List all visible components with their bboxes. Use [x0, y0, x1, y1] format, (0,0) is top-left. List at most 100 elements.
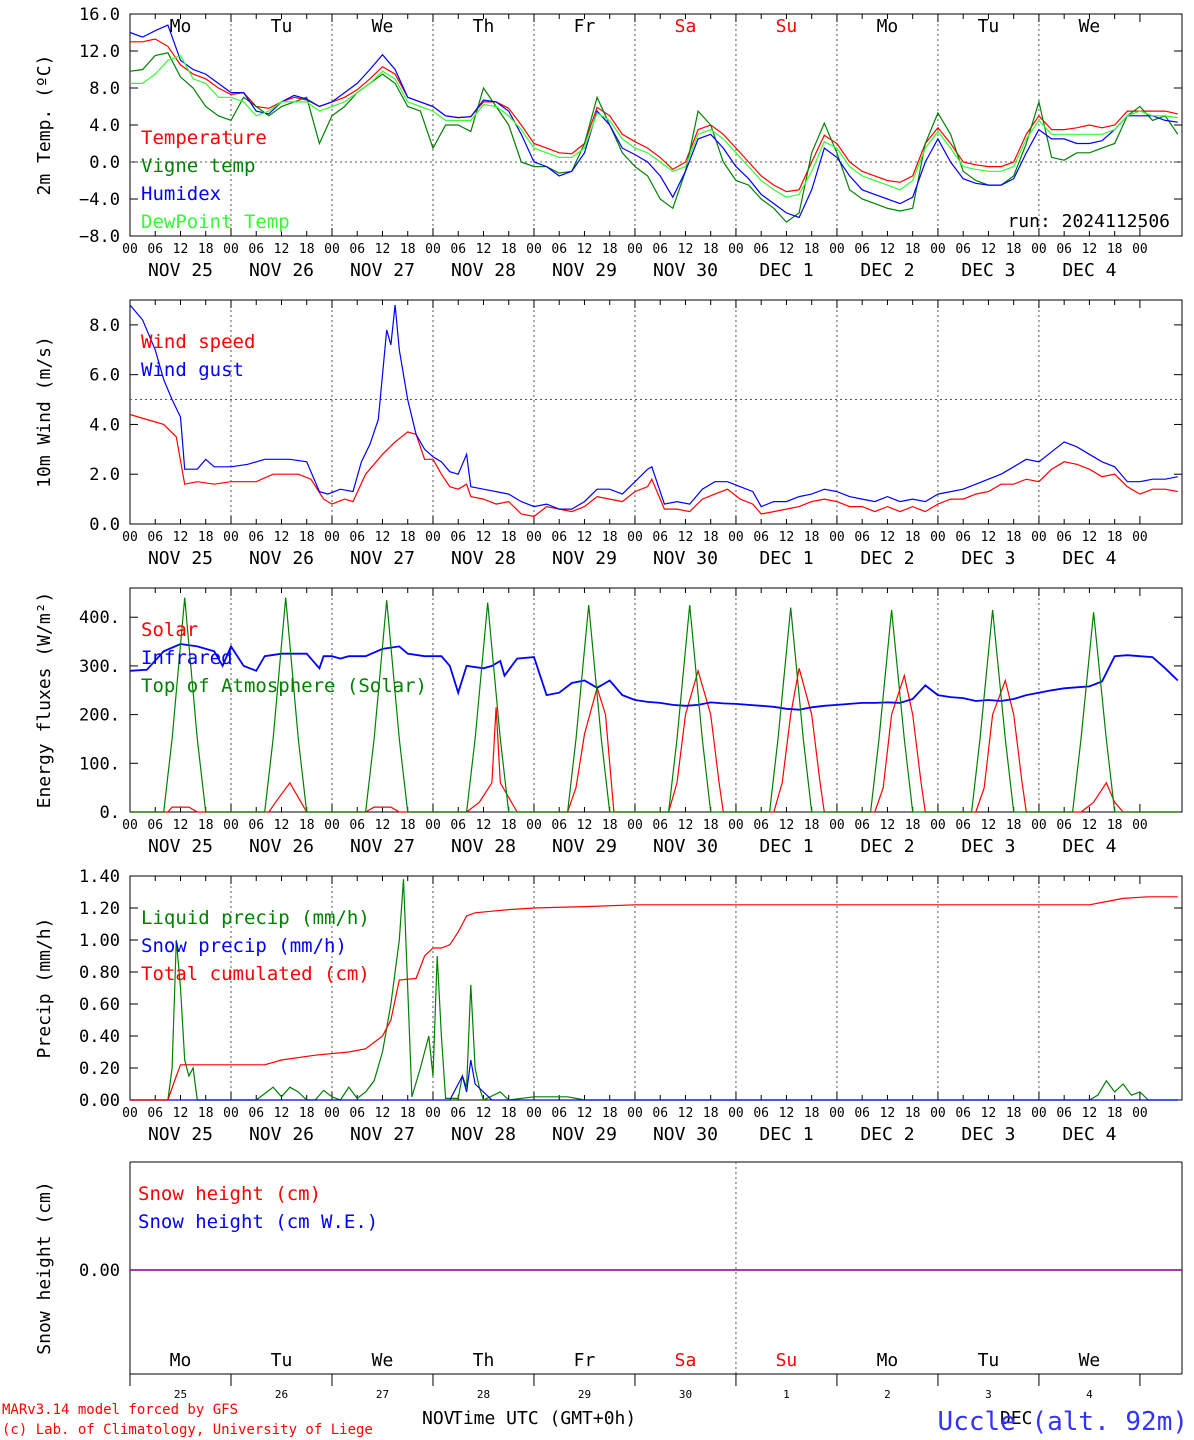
x-hour-label: 12 [476, 818, 492, 833]
x-hour-label: 18 [400, 242, 416, 257]
x-hour-label: 06 [551, 242, 567, 257]
x-hour-label: 18 [602, 818, 618, 833]
bottom-day-number: 28 [477, 1388, 490, 1401]
legend-entry: Total cumulated (cm) [141, 963, 370, 985]
y-tick-label: 0.0 [89, 153, 120, 173]
x-hour-label: 00 [930, 818, 946, 833]
y-tick-label: −8.0 [79, 227, 120, 247]
x-hour-label: 00 [526, 242, 542, 257]
x-hour-label: 00 [122, 818, 138, 833]
x-hour-label: 18 [804, 530, 820, 545]
x-hour-label: 12 [577, 818, 593, 833]
y-axis-label: Snow height (cm) [34, 1181, 55, 1354]
x-hour-label: 12 [981, 1106, 997, 1121]
x-hour-label: 18 [602, 242, 618, 257]
x-hour-label: 00 [425, 818, 441, 833]
x-hour-label: 12 [577, 530, 593, 545]
x-hour-label: 06 [349, 242, 365, 257]
bottom-weekday: Fr [574, 1350, 596, 1371]
x-hour-label: 12 [375, 1106, 391, 1121]
x-hour-label: 12 [274, 818, 290, 833]
x-hour-label: 00 [223, 530, 239, 545]
x-hour-label: 12 [880, 530, 896, 545]
x-hour-label: 06 [450, 1106, 466, 1121]
x-date-label: NOV 29 [552, 1124, 617, 1145]
y-axis-label: 2m Temp. (ºC) [34, 55, 55, 196]
legend-entry: Wind gust [141, 359, 244, 381]
x-hour-label: 18 [299, 242, 315, 257]
x-date-label: NOV 30 [653, 1124, 718, 1145]
x-hour-label: 18 [905, 530, 921, 545]
station-label: Uccle (alt. 92m) [938, 1407, 1188, 1437]
x-hour-label: 06 [1056, 242, 1072, 257]
x-hour-label: 00 [526, 818, 542, 833]
y-tick-label: 0.80 [79, 963, 120, 983]
series-line [130, 54, 1178, 198]
x-hour-label: 06 [248, 818, 264, 833]
x-date-label: NOV 26 [249, 260, 314, 281]
x-hour-label: 18 [804, 1106, 820, 1121]
x-hour-label: 18 [299, 818, 315, 833]
bottom-day-number: 25 [174, 1388, 187, 1401]
x-date-label: NOV 28 [451, 548, 516, 569]
series-line [129, 24, 1178, 219]
x-hour-label: 12 [1082, 530, 1098, 545]
x-date-label: DEC 2 [860, 836, 914, 857]
series-line [130, 38, 1178, 193]
x-hour-label: 06 [551, 530, 567, 545]
weekday-label: Sa [675, 16, 697, 37]
bottom-day-number: 27 [376, 1388, 389, 1401]
x-hour-label: 06 [349, 1106, 365, 1121]
x-hour-label: 06 [854, 1106, 870, 1121]
x-date-label: DEC 2 [860, 548, 914, 569]
x-hour-label: 00 [627, 242, 643, 257]
x-hour-label: 06 [349, 818, 365, 833]
bottom-day-number: 1 [783, 1388, 790, 1401]
bottom-weekday: We [1079, 1350, 1101, 1371]
x-hour-label: 12 [1082, 242, 1098, 257]
x-hour-label: 18 [905, 818, 921, 833]
x-hour-label: 18 [905, 242, 921, 257]
y-tick-label: 0.00 [79, 1261, 120, 1281]
x-hour-label: 18 [501, 818, 517, 833]
legend-entry: Infrared [141, 647, 233, 669]
x-hour-label: 00 [829, 818, 845, 833]
x-hour-label: 18 [400, 818, 416, 833]
x-hour-label: 18 [1107, 818, 1123, 833]
x-hour-label: 18 [1107, 530, 1123, 545]
x-hour-label: 12 [981, 818, 997, 833]
x-hour-label: 06 [854, 530, 870, 545]
x-date-label: NOV 29 [552, 260, 617, 281]
x-date-label: NOV 25 [148, 1124, 213, 1145]
x-hour-label: 18 [1006, 1106, 1022, 1121]
x-hour-label: 18 [198, 242, 214, 257]
y-tick-label: 4.0 [89, 415, 120, 435]
x-hour-label: 12 [476, 242, 492, 257]
x-hour-label: 18 [804, 818, 820, 833]
y-tick-label: 8.0 [89, 316, 120, 336]
y-tick-label: 12.0 [79, 42, 120, 62]
x-date-label: NOV 30 [653, 260, 718, 281]
x-hour-label: 12 [375, 818, 391, 833]
x-date-label: DEC 2 [860, 1124, 914, 1145]
x-hour-label: 00 [122, 242, 138, 257]
x-hour-label: 00 [526, 1106, 542, 1121]
x-hour-label: 00 [1132, 530, 1148, 545]
x-hour-label: 00 [1132, 242, 1148, 257]
weekday-label: We [1079, 16, 1101, 37]
x-hour-label: 12 [678, 818, 694, 833]
x-hour-label: 18 [602, 1106, 618, 1121]
bottom-weekday: Tu [978, 1350, 1000, 1371]
x-hour-label: 00 [1031, 818, 1047, 833]
x-hour-label: 00 [324, 242, 340, 257]
x-hour-label: 00 [324, 1106, 340, 1121]
x-hour-label: 00 [1132, 1106, 1148, 1121]
x-hour-label: 00 [223, 818, 239, 833]
x-hour-label: 06 [955, 242, 971, 257]
x-hour-label: 06 [652, 818, 668, 833]
x-hour-label: 06 [147, 1106, 163, 1121]
x-date-label: NOV 27 [350, 260, 415, 281]
x-hour-label: 06 [1056, 1106, 1072, 1121]
bottom-weekday: Mo [877, 1350, 899, 1371]
x-date-label: DEC 3 [961, 1124, 1015, 1145]
